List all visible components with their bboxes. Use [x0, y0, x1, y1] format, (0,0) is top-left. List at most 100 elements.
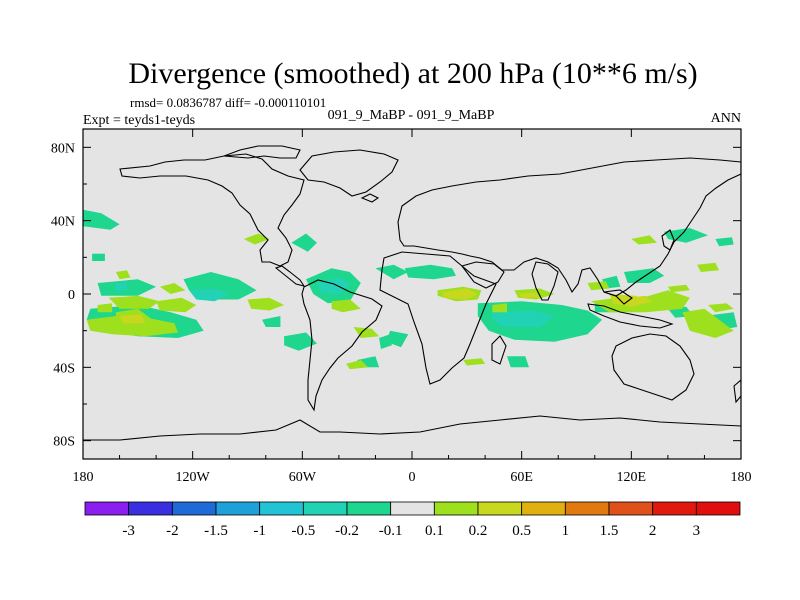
coastline-arctic-islands — [223, 145, 301, 159]
contour-region-0.1 — [492, 303, 507, 313]
colorbar-swatch — [695, 501, 741, 516]
map-background — [83, 129, 741, 459]
center-subtitle: 091_9_MaBP - 091_9_MaBP — [328, 108, 495, 123]
contour-region--0.1 — [375, 264, 409, 280]
colorbar-label: -1 — [253, 523, 266, 539]
contour-region--0.1 — [715, 237, 734, 247]
coastline-australia — [611, 333, 695, 401]
colorbar-swatch — [128, 501, 173, 516]
colorbar-label: 1.5 — [600, 523, 619, 539]
colorbar-label: 0.5 — [512, 523, 531, 539]
colorbar-label: -0.2 — [335, 523, 359, 539]
colorbar-swatch — [433, 501, 479, 516]
coastline-antarctica — [83, 415, 741, 441]
contour-region-0.1 — [682, 308, 734, 338]
y-tick-label: 80S — [53, 435, 75, 450]
coastline-japan — [661, 229, 675, 251]
contour-region--0.1 — [624, 268, 665, 283]
coastline-south-america — [301, 279, 383, 412]
contour-region--0.1 — [404, 264, 456, 280]
contour-region--0.1 — [386, 330, 409, 348]
contour-region-0.1 — [159, 283, 186, 294]
colorbar-label: -0.1 — [379, 523, 403, 539]
coastline-southeast-asia — [603, 289, 633, 305]
colorbar-swatch — [521, 501, 566, 516]
x-tick-label: 120W — [176, 470, 211, 485]
coastline-indonesia — [587, 303, 674, 329]
coastline-eurasia — [397, 157, 741, 297]
right-subtitle: ANN — [711, 111, 741, 126]
colorbar-swatch — [564, 501, 610, 516]
x-tick-label: 120E — [617, 470, 647, 485]
colorbar-swatch — [259, 501, 304, 516]
contour-region-0.1 — [697, 262, 720, 272]
coastlines — [83, 145, 741, 441]
contour-region-0.1 — [346, 360, 369, 370]
contour-region-0.1 — [247, 297, 285, 311]
contour-region-0.2 — [441, 288, 478, 300]
colorbar-label: 0.2 — [469, 523, 488, 539]
colorbar: -3 -2 -1.5 -1 -0.5 -0.2 -0.1 0.1 0.2 0.5 1 1.5 2 3 — [84, 501, 741, 539]
y-tick-label: 40N — [51, 215, 75, 230]
contour-region--0.1 — [92, 253, 105, 261]
y-tick-label: 40S — [53, 361, 75, 376]
chart-title: Divergence (smoothed) at 200 hPa (10**6 … — [128, 57, 697, 90]
contour-region--0.1 — [83, 209, 120, 230]
contour-region--0.1 — [664, 228, 709, 243]
colorbar-swatch — [215, 501, 261, 516]
contour-region--0.1 — [379, 334, 392, 349]
colorbar-label: 2 — [649, 523, 657, 539]
x-tick-label: 60W — [289, 470, 317, 485]
contour-region--0.2 — [115, 283, 127, 291]
contour-region--0.2 — [189, 288, 230, 302]
contour-region--0.1 — [284, 332, 317, 351]
contour-region--0.1 — [291, 233, 317, 252]
coastline-india — [531, 261, 559, 301]
colorbar-swatch — [84, 501, 130, 516]
contour-region--0.1 — [262, 316, 281, 327]
coastline-new-zealand — [733, 379, 741, 404]
colorbar-swatch — [302, 501, 348, 516]
coastline-africa — [379, 251, 497, 385]
colorbar-swatch — [171, 501, 217, 516]
coastline-north-america — [119, 153, 305, 267]
x-tick-label: 180 — [73, 470, 94, 485]
contour-region--0.1 — [507, 356, 529, 368]
contour-region-0.1 — [667, 284, 690, 293]
colorbar-label: -1.5 — [204, 523, 228, 539]
colorbar-swatch — [390, 501, 435, 516]
stats-line: rmsd= 0.0836787 diff= -0.000110101 — [130, 95, 326, 110]
coastline-arabia — [461, 261, 505, 289]
left-subtitle: Expt = teyds1-teyds — [83, 113, 195, 128]
colorbar-label: -0.5 — [291, 523, 315, 539]
y-tick-label: 80N — [51, 141, 75, 156]
colorbar-swatch — [346, 501, 392, 516]
coastline-greenland — [299, 149, 399, 197]
coastline-iceland — [360, 193, 380, 203]
contour-region-0.1 — [243, 233, 270, 245]
x-tick-label: 0 — [409, 470, 416, 485]
colorbar-label: 0.1 — [425, 523, 444, 539]
contour-region-0.2 — [119, 314, 146, 324]
contour-region-0.1 — [115, 270, 131, 280]
x-tick-label: 180 — [731, 470, 752, 485]
contour-region-0.1 — [708, 303, 734, 313]
colorbar-swatch — [477, 501, 523, 516]
colorbar-label: -3 — [122, 523, 135, 539]
colorbar-label: 3 — [693, 523, 701, 539]
contour-region-0.1 — [97, 303, 113, 313]
colorbar-swatch — [652, 501, 697, 516]
contour-region-0.1 — [108, 295, 160, 309]
x-tick-label: 60E — [510, 470, 533, 485]
colorbar-swatch — [608, 501, 654, 516]
coastline-madagascar — [491, 335, 507, 365]
colorbar-label: -2 — [166, 523, 179, 539]
contour-region-0.1 — [331, 299, 361, 313]
contour-region-0.2 — [518, 292, 540, 298]
contour-region-0.1 — [463, 358, 486, 366]
contour-region-0.1 — [156, 297, 197, 313]
coastline-central-america — [274, 265, 306, 287]
contour-region--0.2 — [492, 310, 555, 327]
contour-region-0.2 — [627, 295, 650, 304]
